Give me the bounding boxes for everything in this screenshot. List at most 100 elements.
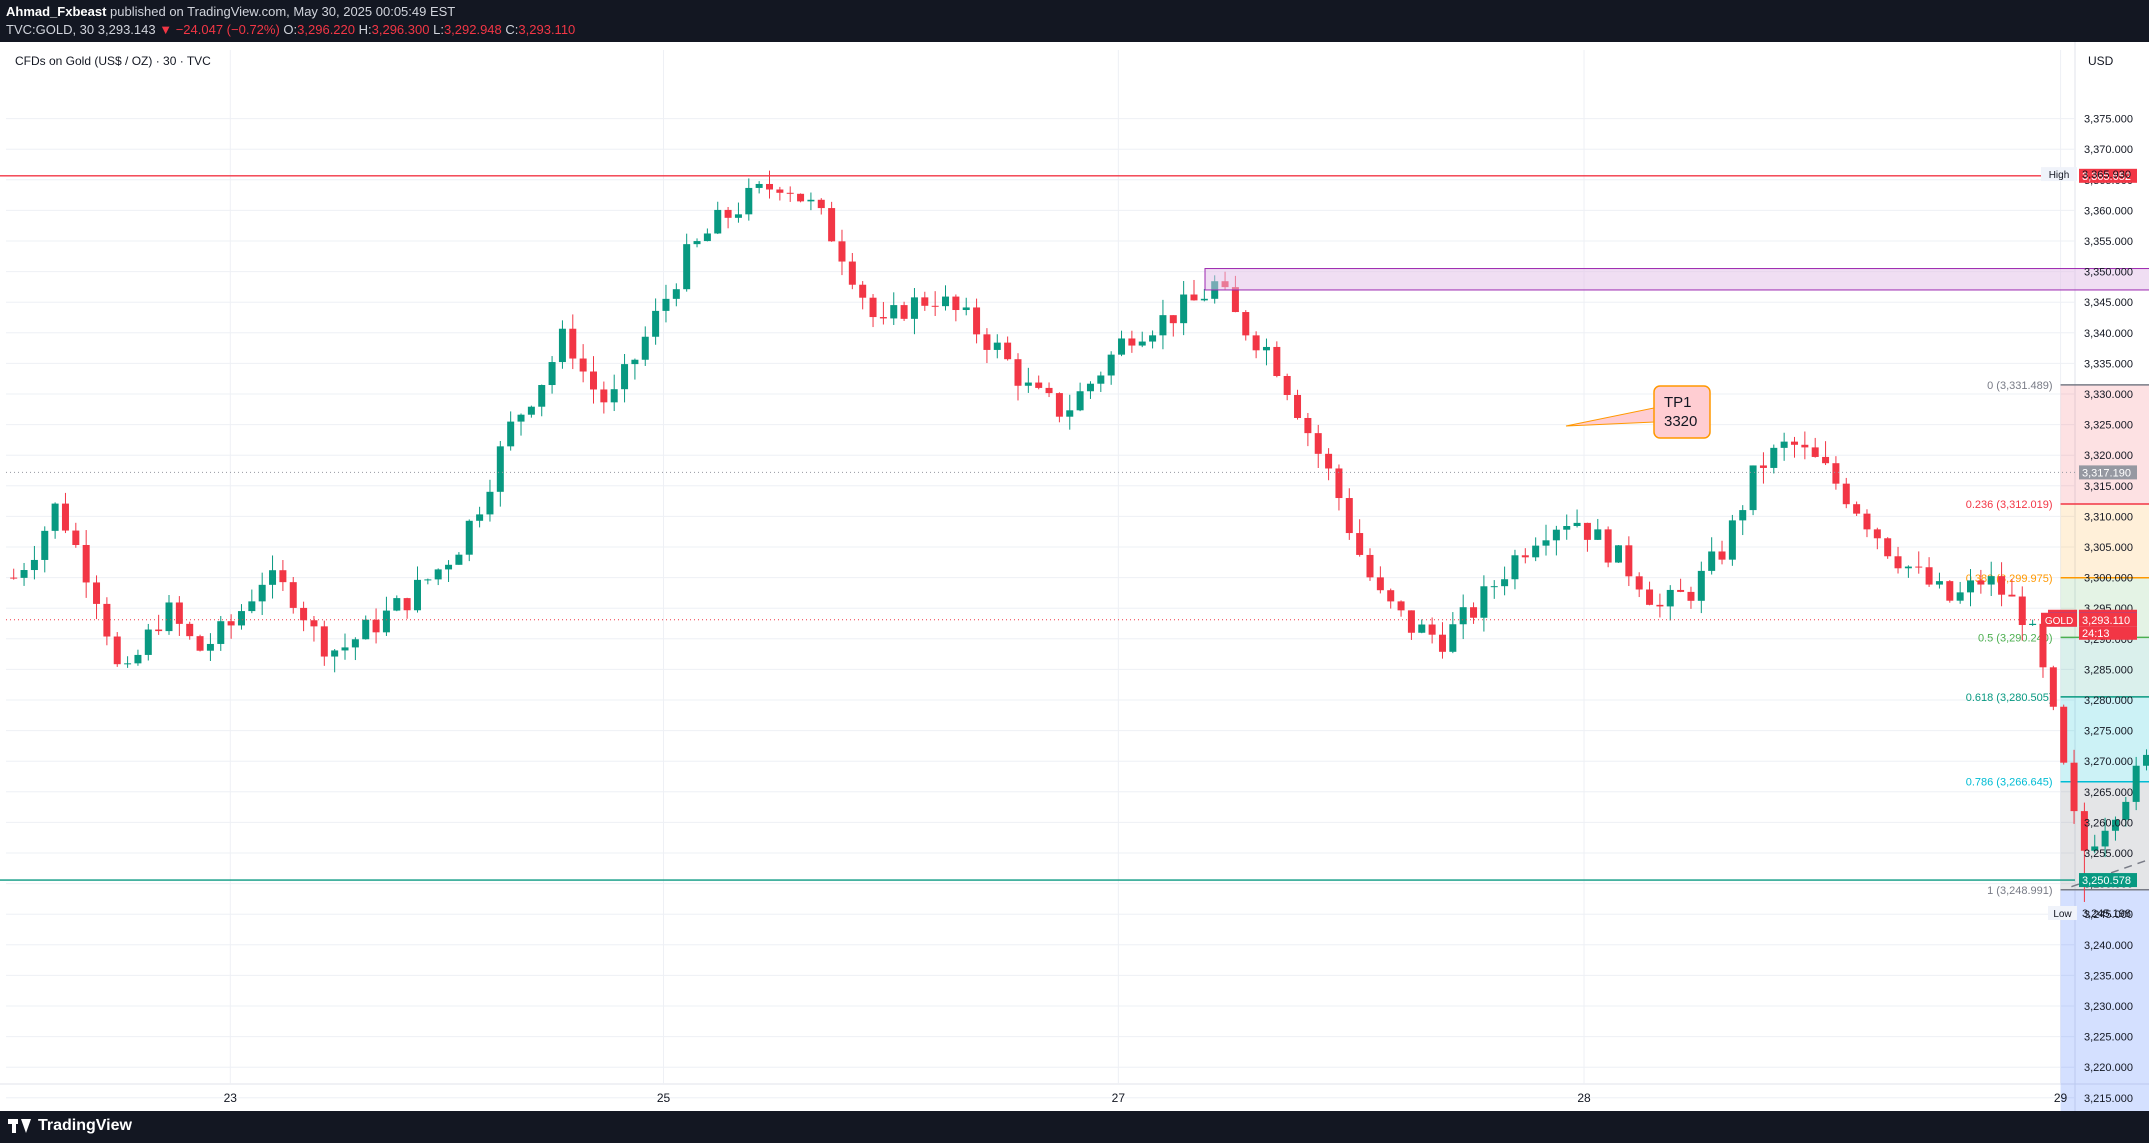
tradingview-logo-icon — [8, 1119, 32, 1133]
tradingview-logo[interactable]: TradingView — [8, 1117, 132, 1135]
y-tick-label: 3,280.000 — [2084, 695, 2133, 707]
candle-body — [1501, 579, 1509, 587]
candle-body — [1252, 335, 1260, 351]
candle-body — [2018, 596, 2026, 626]
candle-body — [1076, 391, 1084, 411]
open-value: 3,296.220 — [297, 22, 355, 37]
candle-body — [289, 582, 297, 608]
candle-body — [848, 261, 856, 285]
candle-body — [1138, 341, 1146, 346]
candle-body — [445, 564, 453, 570]
candle-body — [1749, 465, 1757, 511]
candle-body — [2132, 765, 2140, 802]
candle-body — [72, 530, 80, 545]
candle-body — [558, 328, 566, 363]
candle-body — [2111, 819, 2119, 831]
candle-body — [1604, 529, 1612, 563]
candle-body — [807, 199, 815, 202]
candle-body — [2070, 762, 2078, 812]
candle-body — [1801, 444, 1809, 448]
candle-body — [2091, 846, 2099, 851]
candle-body — [1770, 447, 1778, 468]
candle-body — [610, 389, 618, 403]
fib-level-label: 0.786 (3,266.645) — [1966, 777, 2053, 789]
y-tick-label: 3,300.000 — [2084, 573, 2133, 585]
candle-body — [1884, 538, 1892, 557]
candle-body — [1086, 383, 1094, 392]
candle-body — [1625, 545, 1633, 577]
candle-body — [351, 639, 359, 648]
candle-body — [1552, 529, 1560, 541]
candle-body — [1314, 433, 1322, 454]
candle-body — [10, 577, 18, 579]
candle-body — [1190, 294, 1198, 301]
candle-body — [1511, 555, 1519, 580]
candle-body — [2049, 667, 2057, 707]
candle-body — [641, 336, 649, 360]
candle-body — [1004, 342, 1012, 360]
candle-body — [1180, 294, 1188, 324]
price-tag: 3,245.198 — [2082, 908, 2131, 920]
candle-body — [1345, 498, 1353, 534]
target-zone-rect — [1204, 268, 2149, 291]
grid — [0, 42, 2149, 1111]
footer-bar: TradingView — [0, 1111, 2149, 1143]
candle-body — [600, 389, 608, 403]
time-axis[interactable]: 232527282930Jun345 — [224, 1091, 2149, 1105]
candle-body — [942, 296, 950, 307]
candle-body — [900, 305, 908, 319]
y-tick-label: 3,225.000 — [2084, 1032, 2133, 1044]
candle-body — [527, 406, 535, 415]
candle-body — [1915, 566, 1923, 568]
candle-body — [828, 208, 836, 242]
candle-body — [30, 559, 38, 571]
y-tick-label: 3,245.000 — [2084, 909, 2133, 921]
y-tick-label: 3,315.000 — [2084, 481, 2133, 493]
y-tick-label: 3,350.000 — [2084, 267, 2133, 279]
candle-body — [248, 601, 256, 612]
candle-body — [1677, 589, 1685, 592]
fib-zone — [2060, 889, 2149, 1111]
candle-body — [1283, 376, 1291, 395]
candle-body — [165, 602, 173, 632]
y-tick-label: 3,270.000 — [2084, 756, 2133, 768]
candle-body — [1107, 354, 1115, 376]
price-tag-bg — [2079, 873, 2137, 888]
candle-body — [921, 297, 929, 306]
candle-body — [1811, 447, 1819, 457]
candle-body — [1935, 581, 1943, 585]
currency-label[interactable]: USD — [2088, 54, 2114, 68]
fib-level-label: 0.236 (3,312.019) — [1966, 499, 2053, 511]
price-chart[interactable]: 0 (3,331.489) 0.236 (3,312.019) 0.382 (3,2… — [0, 42, 2149, 1111]
candle-body — [144, 629, 152, 655]
candle-body — [962, 307, 970, 311]
candle-body — [931, 305, 939, 307]
candle-body — [755, 183, 763, 188]
author-name[interactable]: Ahmad_Fxbeast — [6, 4, 107, 19]
candle-body — [1739, 510, 1747, 521]
candle-body — [1521, 555, 1529, 558]
candle-body — [548, 362, 556, 386]
y-tick-label: 3,220.000 — [2084, 1062, 2133, 1074]
open-label: O: — [283, 22, 298, 37]
candle-body — [1294, 394, 1302, 418]
candle-body — [1646, 589, 1654, 605]
price-axis[interactable]: 3,215.000 3,220.000 3,225.000 3,230.000 3,23… — [2041, 114, 2137, 1105]
candle-body — [1863, 513, 1871, 530]
candle-body — [41, 530, 49, 560]
candle-body — [1542, 540, 1550, 546]
candle-body — [1946, 581, 1954, 601]
publication-header: Ahmad_Fxbeast published on TradingView.c… — [0, 0, 2149, 42]
candle-body — [1387, 590, 1395, 602]
low-label: L: — [433, 22, 444, 37]
price-tag-sub-bg — [2079, 626, 2137, 640]
candle-body — [206, 643, 214, 651]
candle-body — [1262, 346, 1270, 351]
candle-body — [382, 610, 390, 633]
y-tick-label: 3,340.000 — [2084, 328, 2133, 340]
candle-body — [1449, 624, 1457, 652]
y-tick-label: 3,255.000 — [2084, 848, 2133, 860]
candle-body — [217, 621, 225, 644]
candle-body — [1956, 592, 1964, 601]
candle-body — [1842, 483, 1850, 505]
